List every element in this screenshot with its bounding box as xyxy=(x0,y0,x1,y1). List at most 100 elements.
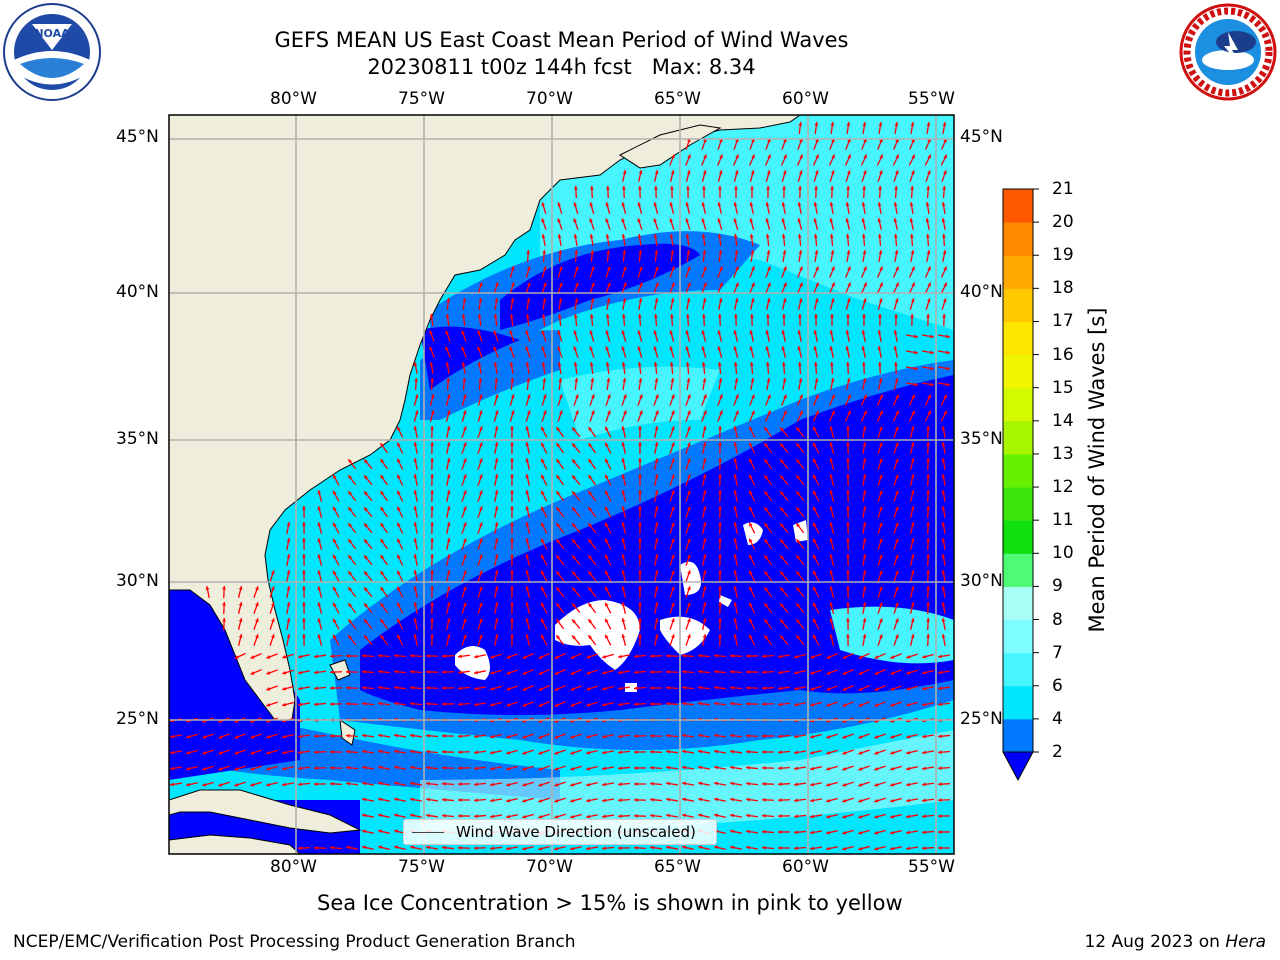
wave-arrow-head xyxy=(605,442,609,447)
wave-arrow-head xyxy=(911,282,915,287)
wave-arrow-head xyxy=(813,554,817,559)
wave-arrow-head xyxy=(751,394,755,399)
wave-arrow-head xyxy=(588,635,593,640)
wave-arrow-head xyxy=(826,798,831,803)
wave-arrow-head xyxy=(623,410,627,415)
wave-arrow-head xyxy=(765,330,770,335)
wave-arrow-head xyxy=(813,570,817,575)
wave-arrow-head xyxy=(762,670,766,675)
wave-arrow-head xyxy=(762,782,766,786)
wave-arrow-head xyxy=(525,474,530,479)
wave-arrow-head xyxy=(846,554,850,558)
wave-arrow-head xyxy=(394,669,398,674)
wave-arrow-head xyxy=(813,474,817,479)
wave-arrow-head xyxy=(426,813,430,818)
wave-arrow-head xyxy=(634,734,638,739)
wave-arrow-head xyxy=(781,346,786,351)
lat-label-right: 40°N xyxy=(960,282,1003,302)
wave-arrow-head xyxy=(333,570,337,575)
wave-arrow-head xyxy=(730,797,734,802)
wave-arrow-head xyxy=(430,538,434,542)
wave-arrow-head xyxy=(798,186,802,190)
wave-arrow-head xyxy=(541,458,545,463)
wave-arrow-head xyxy=(282,686,287,691)
wave-arrow-head xyxy=(796,619,801,624)
wave-arrow-head xyxy=(942,122,947,126)
wave-arrow-head xyxy=(186,766,191,771)
wave-arrow-head xyxy=(670,458,675,463)
wave-arrow-head xyxy=(941,218,946,222)
wave-arrow-head xyxy=(494,634,499,638)
wave-arrow-head xyxy=(634,782,638,786)
wave-arrow-head xyxy=(780,507,784,512)
wave-arrow-head xyxy=(925,218,930,222)
wave-arrow-head xyxy=(541,586,545,591)
wave-arrow-head xyxy=(749,330,754,335)
wave-arrow-head xyxy=(541,490,545,495)
wave-arrow-head xyxy=(842,687,847,691)
wave-arrow-head xyxy=(557,314,562,318)
wave-arrow-head xyxy=(702,634,707,639)
wave-arrow-head xyxy=(286,586,291,590)
wave-arrow-head xyxy=(669,218,674,223)
wave-arrow-head xyxy=(735,282,739,287)
wave-arrow-head xyxy=(494,378,499,382)
wave-arrow-head xyxy=(522,671,527,675)
lat-label-right: 35°N xyxy=(960,429,1003,449)
wave-arrow-head xyxy=(639,394,643,399)
wave-arrow-head xyxy=(621,474,626,479)
wave-arrow-head xyxy=(346,733,350,738)
wave-arrow-head xyxy=(671,394,675,399)
wave-arrow-head xyxy=(861,362,866,366)
wave-arrow-head xyxy=(554,655,559,659)
wave-arrow-head xyxy=(526,250,531,254)
wave-arrow-head xyxy=(846,602,850,606)
wave-arrow-head xyxy=(463,570,467,575)
wave-arrow-head xyxy=(877,362,882,366)
wave-arrow-head xyxy=(266,655,271,659)
wave-arrow-head xyxy=(506,846,510,851)
wave-arrow-head xyxy=(682,653,686,658)
wave-arrow-head xyxy=(446,538,451,543)
wave-arrow-head xyxy=(490,766,494,771)
wave-arrow-head xyxy=(218,782,223,787)
wave-arrow-head xyxy=(750,250,755,254)
wave-arrow-head xyxy=(266,702,271,707)
wave-arrow-head xyxy=(845,362,850,366)
wave-arrow-head xyxy=(862,442,867,446)
wave-arrow-head xyxy=(250,671,255,675)
wave-arrow-head xyxy=(526,282,531,287)
wave-arrow-head xyxy=(746,749,750,754)
wave-arrow-head xyxy=(538,735,543,739)
wave-arrow-head xyxy=(302,618,306,622)
wave-arrow-head xyxy=(890,798,895,803)
wave-arrow-head xyxy=(510,618,514,622)
wave-arrow-head xyxy=(780,491,784,496)
wave-arrow-head xyxy=(749,490,753,495)
wave-arrow-head xyxy=(397,618,401,623)
wave-arrow-head xyxy=(813,426,817,431)
wave-arrow-head xyxy=(588,459,593,464)
wave-arrow-head xyxy=(906,782,910,787)
wave-arrow-head xyxy=(541,234,546,238)
wave-arrow-head xyxy=(506,766,511,771)
wave-arrow-head xyxy=(559,282,563,287)
wave-arrow-head xyxy=(426,765,430,770)
lon-label-top: 80°W xyxy=(270,89,317,109)
wave-arrow-head xyxy=(413,618,418,622)
wave-arrow-head xyxy=(302,538,306,542)
wave-arrow-head xyxy=(703,266,707,271)
lat-label-left: 40°N xyxy=(116,282,159,302)
wave-arrow-head xyxy=(895,458,899,463)
wave-arrow-head xyxy=(750,314,754,318)
wave-arrow-head xyxy=(890,830,895,835)
wave-arrow-head xyxy=(542,282,547,287)
wave-arrow-head xyxy=(605,554,609,559)
wave-arrow-head xyxy=(671,410,675,415)
wave-arrow-head xyxy=(510,538,514,542)
nodata-patch xyxy=(680,561,701,595)
wave-arrow-head xyxy=(542,378,547,382)
wave-arrow-head xyxy=(442,686,446,690)
footer-host: Hera xyxy=(1225,932,1266,952)
